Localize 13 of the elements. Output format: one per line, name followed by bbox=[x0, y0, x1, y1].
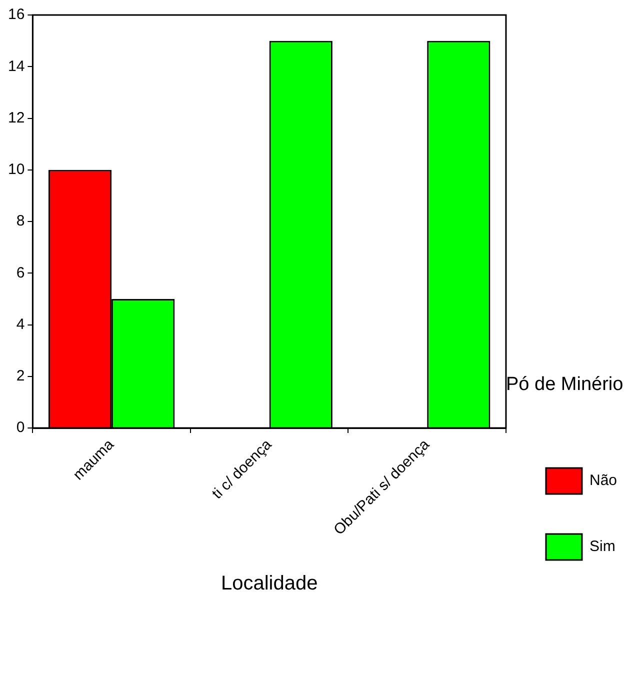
y-tick-label: 0 bbox=[16, 419, 25, 436]
legend-label: Sim bbox=[589, 538, 616, 556]
y-tick-label: 8 bbox=[16, 212, 25, 230]
y-tick-label: 10 bbox=[8, 161, 25, 178]
y-tick-label: 6 bbox=[16, 264, 25, 282]
legend-title: Pó de Minério bbox=[506, 374, 624, 395]
y-tick-label: 2 bbox=[16, 368, 25, 385]
y-tick-label: 4 bbox=[16, 316, 25, 333]
y-tick-label: 12 bbox=[8, 109, 25, 126]
y-tick-label: 14 bbox=[8, 58, 25, 75]
legend-label: Não bbox=[589, 472, 618, 490]
y-tick-label: 16 bbox=[8, 6, 25, 24]
x-axis-title: Localidade bbox=[220, 572, 318, 595]
